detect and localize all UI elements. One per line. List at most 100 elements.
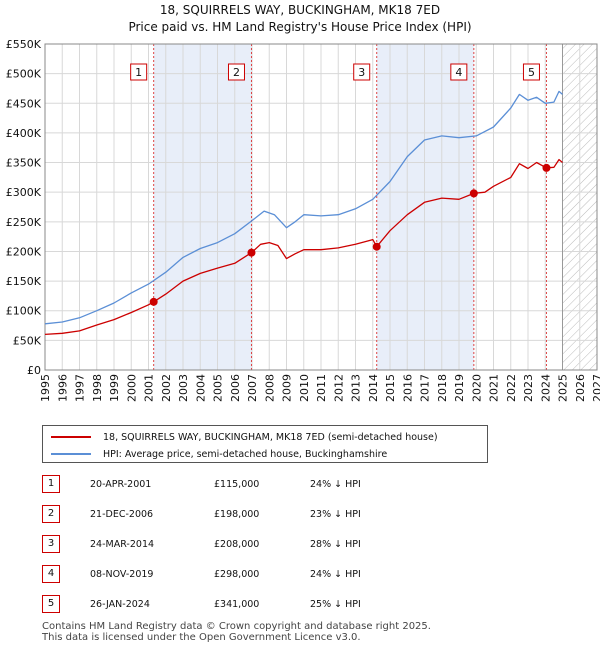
footer: Contains HM Land Registry data © Crown c… <box>42 621 431 643</box>
sale-point <box>372 242 381 251</box>
x-tick-label: 2015 <box>384 374 397 402</box>
legend-label-property: 18, SQUIRRELS WAY, BUCKINGHAM, MK18 7ED … <box>103 431 438 443</box>
sale-point <box>247 248 256 257</box>
sale-price: £298,000 <box>214 569 260 580</box>
sale-label-number: 1 <box>135 66 142 79</box>
chart-title: 18, SQUIRRELS WAY, BUCKINGHAM, MK18 7ED <box>160 3 440 17</box>
x-tick-label: 2027 <box>591 374 600 402</box>
x-tick-label: 1999 <box>108 374 121 402</box>
highlight-span <box>153 44 252 370</box>
sale-date: 21-DEC-2006 <box>90 509 154 520</box>
chart-subtitle: Price paid vs. HM Land Registry's House … <box>128 20 471 34</box>
y-tick-label: £450K <box>6 97 42 110</box>
sale-row: 2 21-DEC-2006 £198,000 23% ↓ HPI <box>42 505 462 529</box>
x-tick-label: 2008 <box>263 374 276 402</box>
sale-number-badge: 2 <box>42 505 60 523</box>
sale-hpi-diff: 23% ↓ HPI <box>310 509 361 520</box>
y-tick-label: £550K <box>6 38 42 51</box>
sale-price: £115,000 <box>214 479 260 490</box>
y-tick-label: £50K <box>13 334 42 347</box>
x-tick-label: 2013 <box>350 374 363 402</box>
sale-point <box>469 189 478 198</box>
footer-licence: This data is licensed under the Open Gov… <box>42 632 361 643</box>
sale-number-badge: 3 <box>42 535 60 553</box>
x-tick-label: 2024 <box>539 374 552 402</box>
x-tick-label: 2002 <box>160 374 173 402</box>
y-tick-label: £150K <box>6 275 42 288</box>
x-tick-label: 2012 <box>332 374 345 402</box>
sale-label-box <box>130 63 148 81</box>
sale-label-number: 3 <box>358 66 365 79</box>
x-tick-label: 2010 <box>298 374 311 402</box>
x-tick-label: 1998 <box>91 374 104 402</box>
sale-number-badge: 5 <box>42 595 60 613</box>
y-tick-label: £400K <box>6 127 42 140</box>
sale-price: £198,000 <box>214 509 260 520</box>
legend-label-hpi: HPI: Average price, semi-detached house,… <box>103 448 388 460</box>
x-tick-label: 1997 <box>74 374 87 402</box>
sale-number-badge: 4 <box>42 565 60 583</box>
sale-label-box <box>522 63 540 81</box>
x-tick-label: 2016 <box>401 374 414 402</box>
x-tick-label: 2009 <box>281 374 294 402</box>
x-tick-label: 2021 <box>488 374 501 402</box>
sale-label-number: 2 <box>233 66 240 79</box>
x-tick-label: 2022 <box>505 374 518 402</box>
sale-hpi-diff: 25% ↓ HPI <box>310 599 361 610</box>
y-tick-label: £100K <box>6 305 42 318</box>
x-tick-label: 2007 <box>246 374 259 402</box>
plot-frame <box>44 43 598 371</box>
sale-hpi-diff: 28% ↓ HPI <box>310 539 361 550</box>
sale-label-box <box>353 63 371 81</box>
legend-item-property: 18, SQUIRRELS WAY, BUCKINGHAM, MK18 7ED … <box>51 428 438 446</box>
sale-hpi-diff: 24% ↓ HPI <box>310 569 361 580</box>
sale-price: £341,000 <box>214 599 260 610</box>
price-chart: 18, SQUIRRELS WAY, BUCKINGHAM, MK18 7ED … <box>6 3 600 402</box>
y-tick-label: £500K <box>6 68 42 81</box>
x-tick-label: 2026 <box>574 374 587 402</box>
sale-row: 5 26-JAN-2024 £341,000 25% ↓ HPI <box>42 595 462 619</box>
sale-row: 4 08-NOV-2019 £298,000 24% ↓ HPI <box>42 565 462 589</box>
x-tick-label: 2023 <box>522 374 535 402</box>
y-tick-label: £350K <box>6 157 42 170</box>
sale-date: 24-MAR-2014 <box>90 539 155 550</box>
x-tick-label: 2025 <box>557 374 570 402</box>
legend-item-hpi: HPI: Average price, semi-detached house,… <box>51 445 387 463</box>
sale-date: 26-JAN-2024 <box>90 599 150 610</box>
legend-swatch-property <box>51 436 91 438</box>
y-tick-label: £0 <box>27 364 41 377</box>
x-tick-label: 2014 <box>367 374 380 402</box>
sale-row: 1 20-APR-2001 £115,000 24% ↓ HPI <box>42 475 462 499</box>
legend-swatch-hpi <box>51 453 91 455</box>
x-tick-label: 2018 <box>436 374 449 402</box>
x-tick-label: 2005 <box>212 374 225 402</box>
x-tick-label: 2003 <box>177 374 190 402</box>
y-tick-label: £200K <box>6 245 42 258</box>
hpi-line <box>44 90 563 325</box>
sale-label-number: 4 <box>455 66 462 79</box>
x-tick-label: 2000 <box>125 374 138 402</box>
x-tick-label: 2006 <box>229 374 242 402</box>
sale-label-box <box>227 63 245 81</box>
legend: 18, SQUIRRELS WAY, BUCKINGHAM, MK18 7ED … <box>42 425 488 463</box>
y-tick-label: £300K <box>6 186 42 199</box>
sale-price: £208,000 <box>214 539 260 550</box>
footer-copyright: Contains HM Land Registry data © Crown c… <box>42 621 431 632</box>
x-tick-label: 2017 <box>419 374 432 402</box>
highlight-span <box>376 44 474 370</box>
x-tick-label: 2011 <box>315 374 328 402</box>
x-tick-label: 1996 <box>56 374 69 402</box>
x-tick-label: 2004 <box>194 374 207 402</box>
x-tick-label: 2019 <box>453 374 466 402</box>
x-tick-label: 2020 <box>470 374 483 402</box>
sale-point <box>149 297 158 306</box>
sale-hpi-diff: 24% ↓ HPI <box>310 479 361 490</box>
x-tick-label: 2001 <box>143 374 156 402</box>
sale-label-number: 5 <box>528 66 535 79</box>
sale-date: 08-NOV-2019 <box>90 569 154 580</box>
sale-label-box <box>450 63 468 81</box>
sale-number-badge: 1 <box>42 475 60 493</box>
sale-row: 3 24-MAR-2014 £208,000 28% ↓ HPI <box>42 535 462 559</box>
y-tick-label: £250K <box>6 216 42 229</box>
sale-date: 20-APR-2001 <box>90 479 152 490</box>
